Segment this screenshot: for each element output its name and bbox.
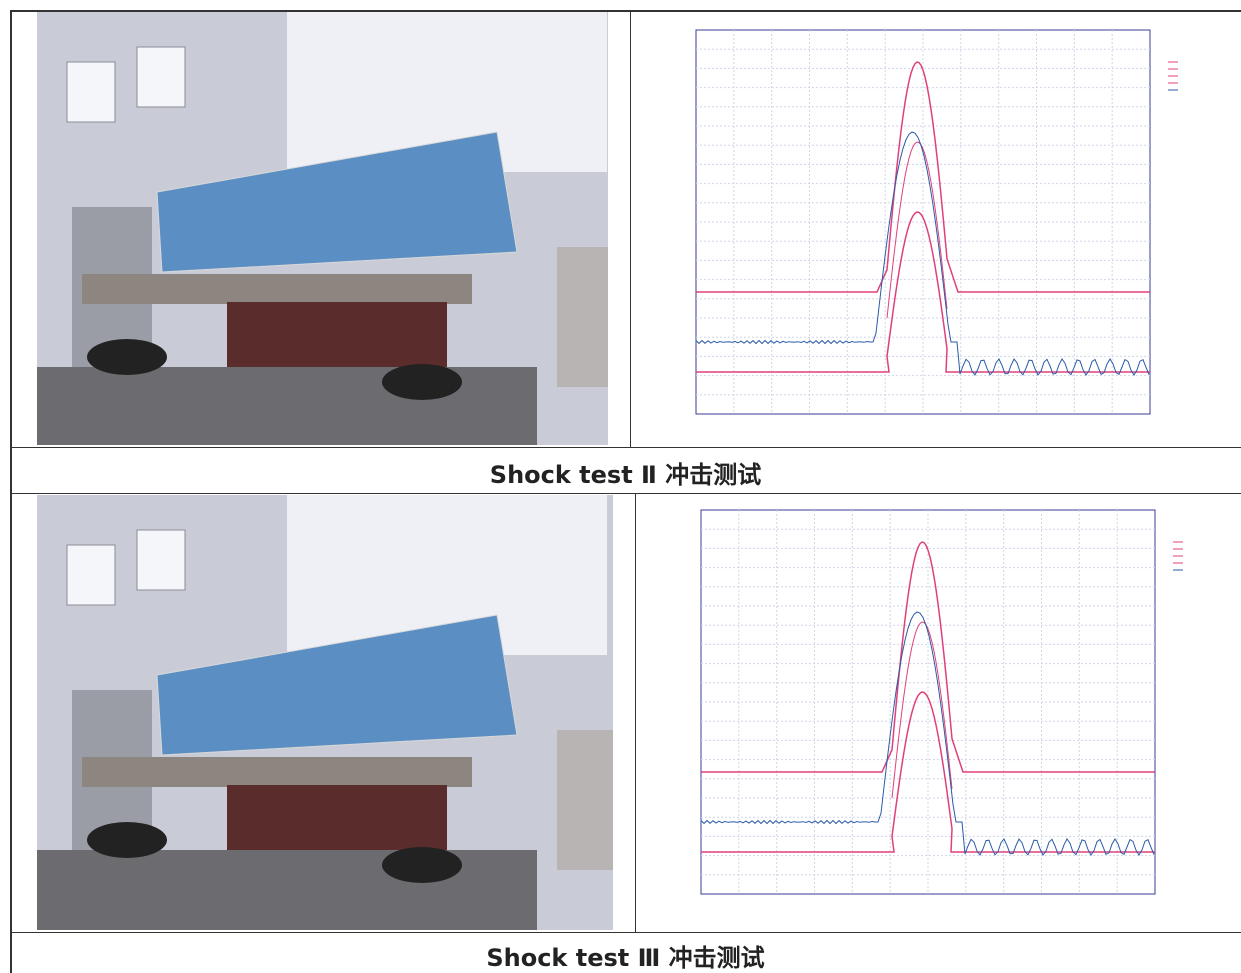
window bbox=[136, 46, 186, 108]
tolerance-mid bbox=[891, 621, 953, 799]
coil-unit bbox=[156, 131, 518, 273]
signal-curve bbox=[700, 611, 1155, 856]
spring bbox=[382, 364, 462, 400]
caption: Shock test Ⅱ 冲击测试 bbox=[489, 461, 762, 489]
table-top bbox=[82, 757, 472, 787]
row-divider bbox=[10, 932, 1241, 933]
tolerance-lower bbox=[701, 691, 1155, 853]
machine-right bbox=[557, 247, 608, 387]
spring bbox=[382, 847, 462, 883]
window bbox=[136, 529, 186, 591]
photo bbox=[37, 495, 613, 930]
table-frame bbox=[10, 10, 1241, 973]
window bbox=[66, 61, 116, 123]
base bbox=[37, 850, 537, 930]
chart-image bbox=[695, 29, 1178, 415]
row-divider bbox=[10, 493, 1241, 494]
chart-image bbox=[700, 509, 1183, 895]
machine-right bbox=[557, 730, 613, 870]
table-top bbox=[82, 274, 472, 304]
column-divider bbox=[635, 493, 636, 932]
row-divider bbox=[10, 447, 1241, 448]
spring bbox=[87, 822, 167, 858]
photo bbox=[37, 12, 608, 445]
window bbox=[66, 544, 116, 606]
spring bbox=[87, 339, 167, 375]
tolerance-mid bbox=[886, 141, 948, 319]
coil-unit bbox=[156, 614, 518, 756]
base bbox=[37, 367, 537, 445]
fixture bbox=[227, 785, 447, 855]
column-divider bbox=[630, 10, 631, 447]
signal-curve bbox=[695, 131, 1150, 376]
fixture bbox=[227, 302, 447, 372]
caption: Shock test Ⅲ 冲击测试 bbox=[486, 944, 765, 972]
tolerance-lower bbox=[696, 211, 1150, 373]
